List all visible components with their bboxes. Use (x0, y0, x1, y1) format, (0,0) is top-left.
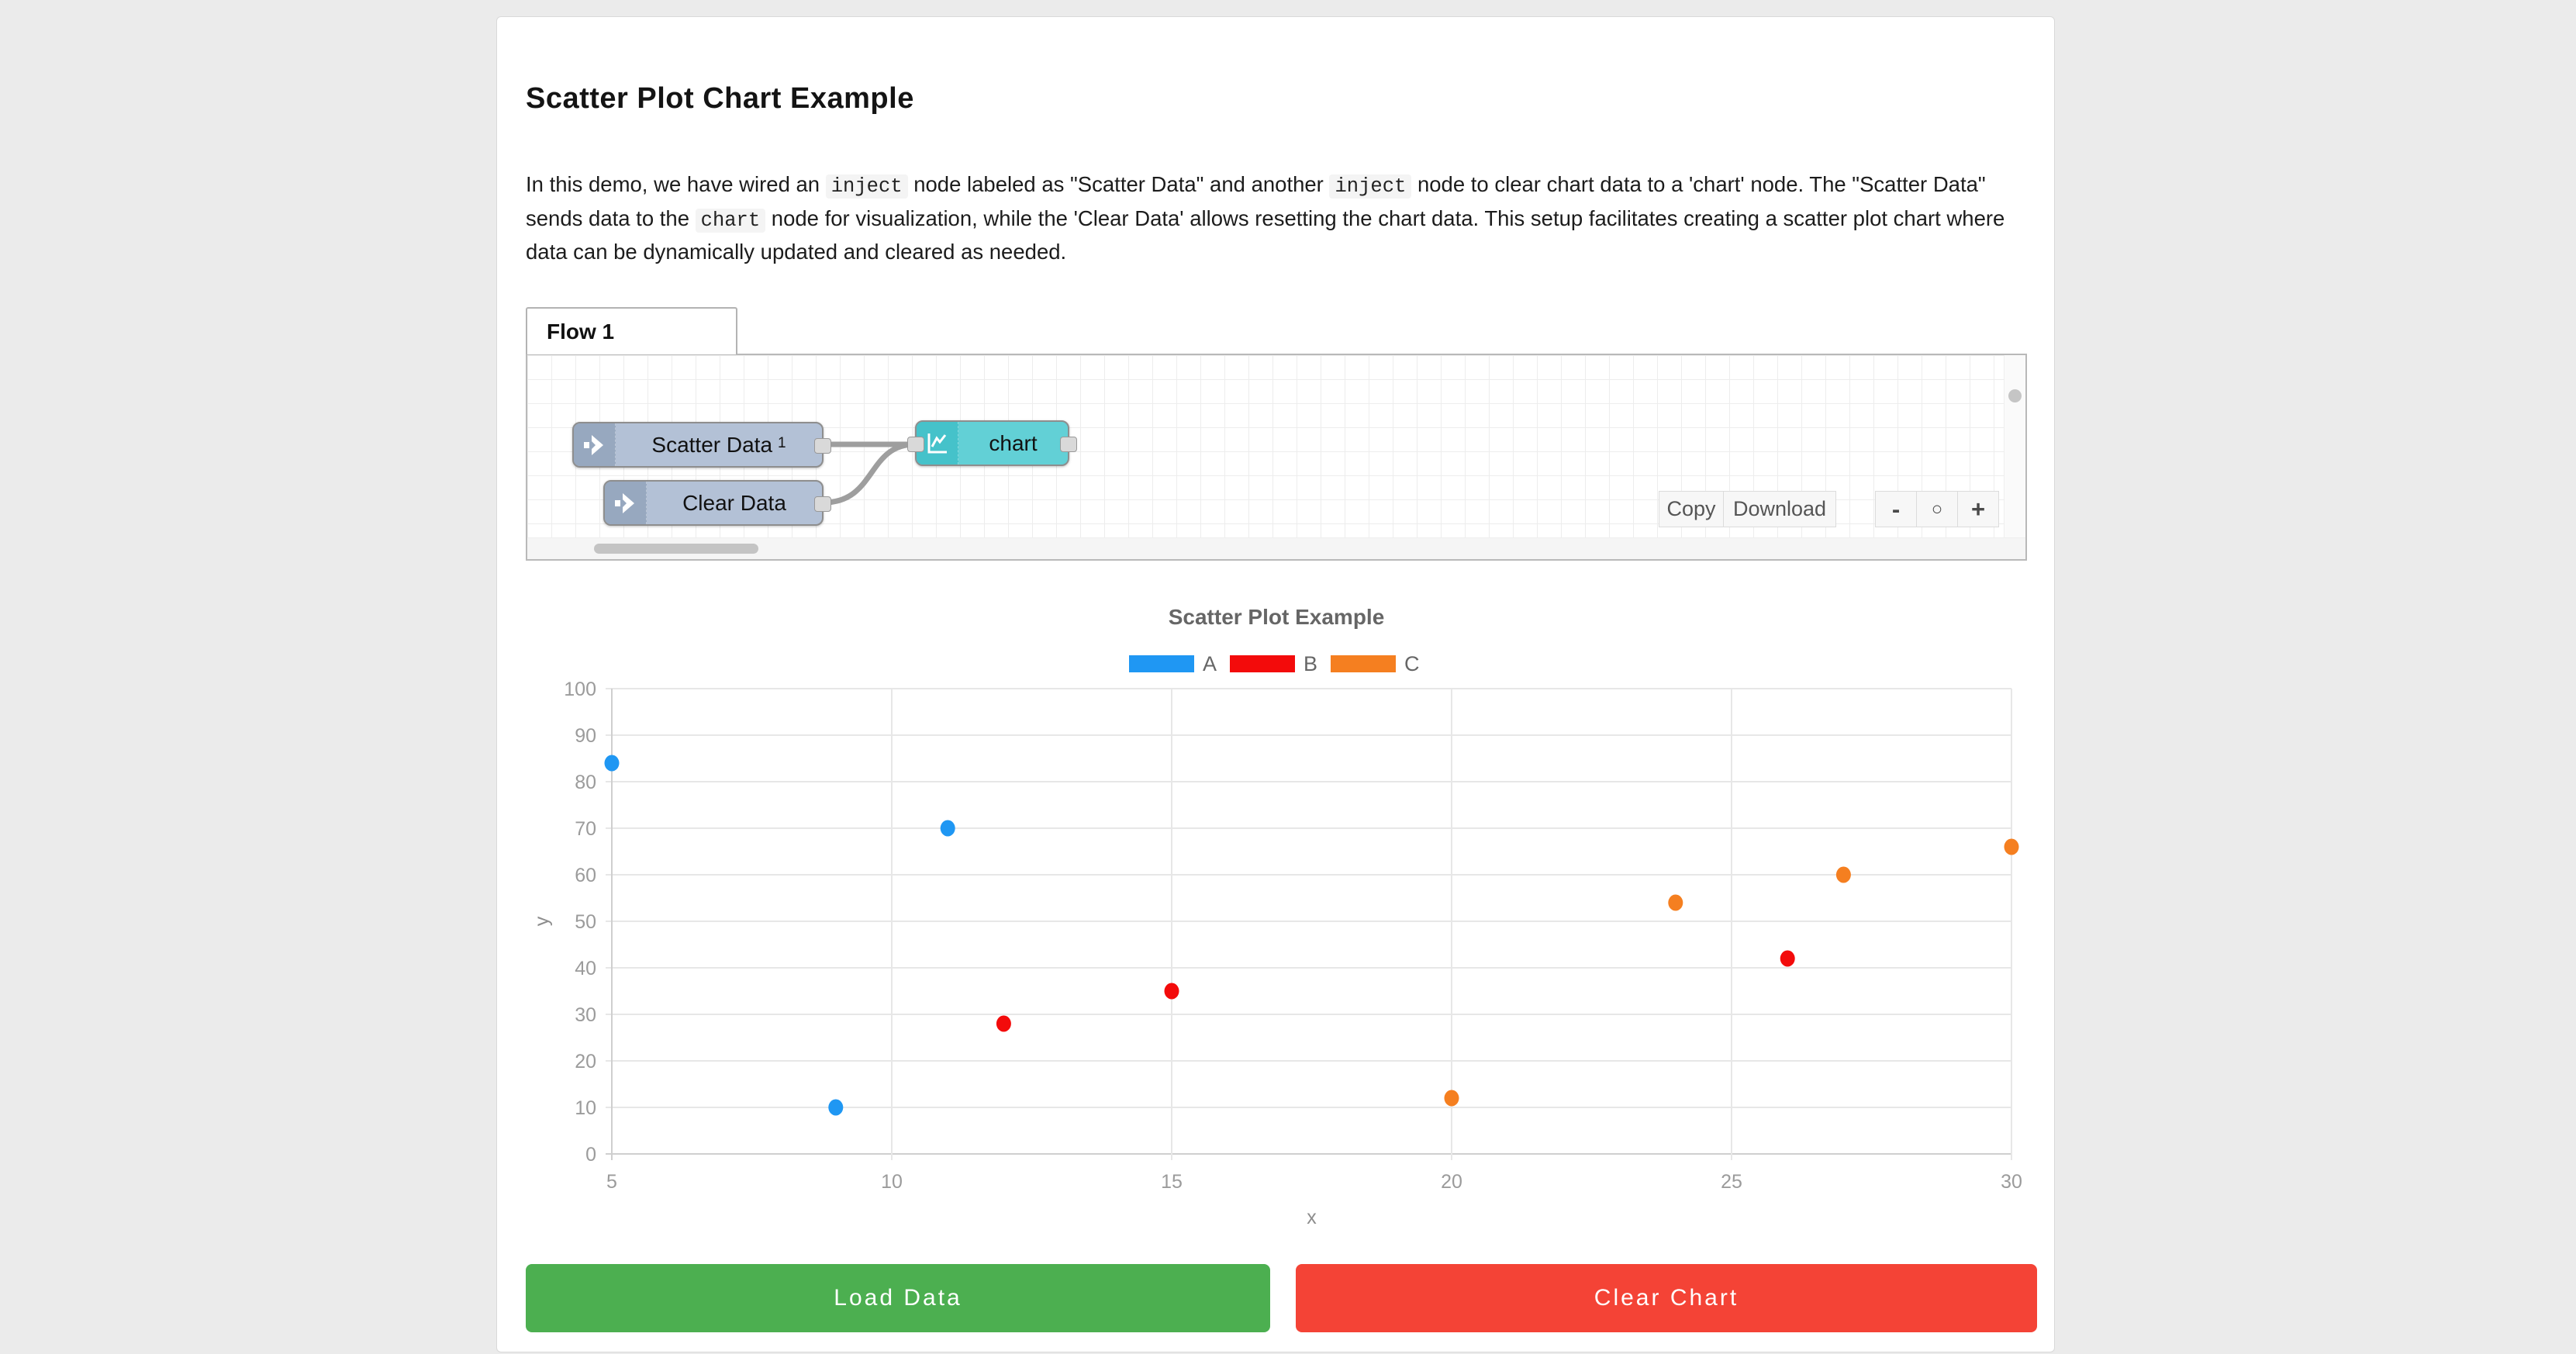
legend-swatch-B[interactable] (1230, 655, 1295, 672)
y-tick-label-40: 40 (575, 958, 596, 979)
action-buttons: Load Data Clear Chart (526, 1264, 2037, 1332)
point-B-12-28[interactable] (996, 1015, 1011, 1032)
point-A-11-70[interactable] (940, 820, 955, 837)
y-tick-label-30: 30 (575, 1004, 596, 1026)
y-tick-label-90: 90 (575, 725, 596, 747)
flow-editor: Flow 1 Scatter Data 1 (526, 307, 2027, 561)
intro-text: node labeled as "Scatter Data" and anoth… (907, 172, 1330, 196)
node-label: Clear Data (682, 490, 786, 515)
clear-chart-button[interactable]: Clear Chart (1296, 1264, 2037, 1332)
point-A-5-84[interactable] (604, 755, 620, 772)
flow-tab[interactable]: Flow 1 (526, 307, 737, 354)
page-title: Scatter Plot Chart Example (526, 82, 914, 115)
inline-code: inject (1329, 174, 1412, 199)
output-port[interactable] (1060, 437, 1077, 452)
download-button[interactable]: Download (1723, 491, 1836, 527)
legend-label-A[interactable]: A (1203, 652, 1217, 675)
x-tick-label-25: 25 (1721, 1171, 1742, 1193)
y-tick-label-60: 60 (575, 865, 596, 886)
legend-label-C[interactable]: C (1404, 652, 1420, 675)
horizontal-scrollbar[interactable] (527, 537, 2025, 559)
zoom-reset-button[interactable]: ○ (1916, 491, 1958, 527)
zoom-in-button[interactable]: + (1957, 491, 1999, 527)
intro-text: node for visualization, while the 'Clear… (526, 206, 2005, 264)
node-label: Scatter Data 1 (651, 432, 786, 457)
point-C-24-54[interactable] (1668, 894, 1683, 911)
point-A-9-10[interactable] (828, 1099, 844, 1116)
y-tick-label-100: 100 (564, 679, 596, 700)
flow-canvas[interactable]: Scatter Data 1 Clear Data (526, 354, 2027, 561)
y-axis-title: y (531, 916, 553, 926)
intro-text: node to clear chart data to a 'chart' no… (526, 172, 1986, 230)
copy-button[interactable]: Copy (1659, 491, 1724, 527)
inline-code: chart (695, 208, 766, 233)
node-clear-data[interactable]: Clear Data (603, 480, 831, 526)
y-tick-label-80: 80 (575, 772, 596, 793)
y-tick-label-70: 70 (575, 818, 596, 840)
y-tick-label-0: 0 (585, 1144, 596, 1166)
point-C-30-66[interactable] (2004, 838, 2019, 855)
x-axis-title: x (1307, 1207, 1317, 1228)
input-port[interactable] (907, 437, 924, 452)
inject-button[interactable] (605, 482, 647, 524)
node-badge: 1 (778, 434, 786, 451)
legend-swatch-A[interactable] (1129, 655, 1194, 672)
vertical-scrollbar-thumb[interactable] (2008, 389, 2022, 402)
y-tick-label-50: 50 (575, 911, 596, 933)
legend-label-B[interactable]: B (1304, 652, 1317, 675)
intro-text: In this demo, we have wired an (526, 172, 826, 196)
x-tick-label-5: 5 (606, 1171, 617, 1193)
legend-swatch-C[interactable] (1331, 655, 1396, 672)
x-tick-label-30: 30 (2001, 1171, 2022, 1193)
export-toolbar: Copy Download (1659, 491, 1836, 527)
load-data-button[interactable]: Load Data (526, 1264, 1270, 1332)
zoom-out-button[interactable]: - (1875, 491, 1917, 527)
zoom-toolbar: - ○ + (1875, 491, 1999, 527)
point-C-20-12[interactable] (1444, 1090, 1459, 1107)
node-scatter-data[interactable]: Scatter Data 1 (572, 422, 831, 468)
y-tick-label-20: 20 (575, 1051, 596, 1072)
inject-button[interactable] (574, 423, 616, 466)
intro-paragraph: In this demo, we have wired an inject no… (526, 169, 2011, 268)
flow-tab-label: Flow 1 (547, 320, 615, 344)
x-tick-label-20: 20 (1441, 1171, 1462, 1193)
point-B-15-35[interactable] (1164, 983, 1179, 1000)
vertical-scrollbar[interactable] (2004, 355, 2025, 537)
output-port[interactable] (814, 438, 831, 454)
inject-arrow-icon (614, 492, 634, 513)
chart-title: Scatter Plot Example (1169, 605, 1385, 629)
wire-layer (820, 441, 918, 506)
output-port[interactable] (814, 496, 831, 512)
point-C-27-60[interactable] (1835, 866, 1851, 883)
scatter-chart[interactable]: 0 10 20 30 40 50 60 70 80 90 100 5 10 15 20 25 30 Scatter… (505, 595, 2048, 1238)
inject-arrow-icon (583, 434, 603, 455)
x-tick-label-15: 15 (1161, 1171, 1183, 1193)
horizontal-scrollbar-thumb[interactable] (594, 544, 758, 554)
point-B-26-42[interactable] (1780, 950, 1795, 967)
y-tick-label-10: 10 (575, 1097, 596, 1119)
line-chart-icon (927, 433, 947, 453)
x-tick-label-10: 10 (881, 1171, 903, 1193)
inline-code: inject (825, 174, 908, 199)
node-chart[interactable]: chart (907, 420, 1077, 466)
wire-clear-to-chart[interactable] (820, 441, 918, 506)
demo-card: Scatter Plot Chart Example In this demo,… (496, 16, 2055, 1352)
node-label: chart (989, 430, 1038, 455)
